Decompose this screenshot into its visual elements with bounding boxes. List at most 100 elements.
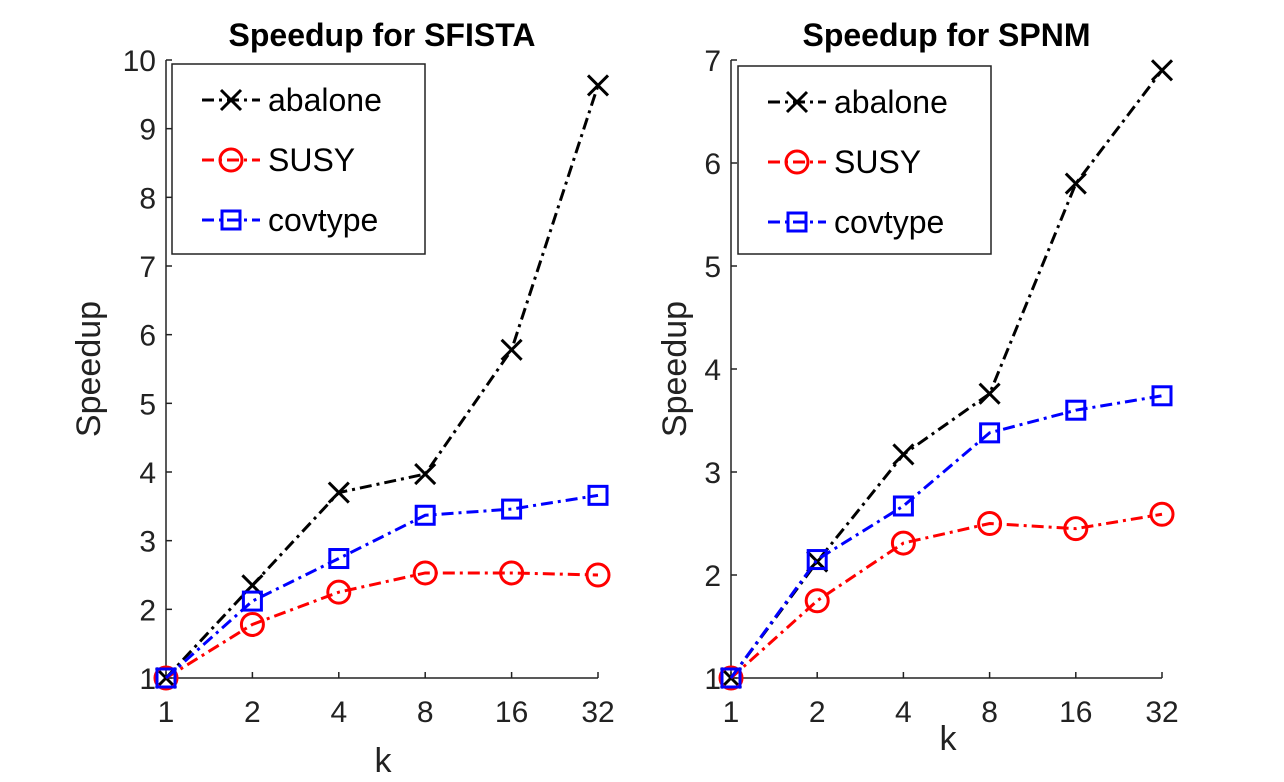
- data-point: [978, 382, 1001, 405]
- data-point: [718, 665, 744, 691]
- data-point: [414, 462, 437, 486]
- legend-box: [171, 63, 426, 255]
- y-tick-label: 7: [139, 251, 156, 284]
- data-point: [586, 74, 610, 97]
- legend-marker: [784, 149, 810, 175]
- y-axis-label: Speedup: [656, 301, 694, 437]
- legend-entry-abalone: abalone: [768, 84, 948, 120]
- data-point: [1149, 501, 1175, 527]
- x-tick-label: 8: [417, 696, 434, 729]
- y-tick-label: 2: [139, 594, 156, 627]
- data-point: [804, 588, 830, 614]
- data-point: [1064, 172, 1087, 195]
- series-line: [729, 69, 1164, 679]
- y-tick-label: 4: [704, 354, 721, 387]
- legend: abalone SUSY covtype: [737, 65, 992, 255]
- data-point: [153, 665, 179, 691]
- x-tick-label: 32: [1145, 696, 1178, 729]
- data-point: [501, 498, 523, 520]
- legend-label: SUSY: [834, 144, 921, 180]
- y-tick-label: 8: [139, 182, 156, 215]
- legend-entry-abalone: abalone: [202, 82, 382, 118]
- data-point: [890, 530, 916, 556]
- series-line: [165, 571, 599, 680]
- x-tick-label: 2: [244, 696, 261, 729]
- series-line: [729, 394, 1163, 679]
- data-point: [326, 579, 352, 605]
- x-tick-label: 1: [158, 696, 175, 729]
- series-covtype: [155, 484, 609, 689]
- legend-entry-susy: SUSY: [202, 142, 355, 178]
- x-tick-label: 1: [723, 696, 740, 729]
- y-tick-label: 5: [139, 388, 156, 421]
- data-point: [155, 667, 177, 689]
- legend-label: covtype: [834, 204, 944, 240]
- legend-label: SUSY: [268, 142, 355, 178]
- data-point: [327, 481, 350, 504]
- x-tick-label: 4: [330, 696, 347, 729]
- data-point: [499, 560, 525, 586]
- chart-sfista: Speedup for SFISTA 1 2 3 4 5 6 7 8 9 10 1 2 4 8 16 32 k Sp…: [70, 17, 615, 780]
- legend-marker: [786, 211, 808, 233]
- data-point: [414, 504, 436, 526]
- legend-marker: [785, 90, 809, 114]
- series-susy: [718, 501, 1175, 691]
- y-tick-label: 9: [139, 114, 156, 147]
- legend-entry-covtype: covtype: [202, 202, 378, 238]
- y-tick-label: 1: [139, 663, 156, 696]
- series-susy: [153, 560, 611, 691]
- legend-label: covtype: [268, 202, 378, 238]
- series-line: [729, 512, 1163, 680]
- y-tick-label: 6: [139, 320, 156, 353]
- y-tick-label: 1: [704, 663, 721, 696]
- legend-label: abalone: [834, 84, 948, 120]
- data-point: [892, 443, 915, 466]
- data-point: [977, 511, 1003, 536]
- data-point: [1065, 399, 1087, 421]
- y-axis-label: Speedup: [70, 301, 108, 437]
- data-point: [1063, 516, 1089, 542]
- data-point: [328, 548, 350, 570]
- series-covtype: [720, 385, 1173, 689]
- x-tick-label: 8: [981, 696, 998, 729]
- data-point: [239, 611, 265, 637]
- data-point: [500, 338, 523, 361]
- legend-marker: [218, 147, 244, 173]
- x-tick-label: 32: [581, 696, 614, 729]
- data-point: [1151, 385, 1173, 407]
- legend-marker: [220, 209, 242, 231]
- y-tick-label: 4: [139, 457, 156, 490]
- x-tick-label: 16: [1059, 696, 1092, 729]
- y-tick-label: 3: [704, 457, 721, 490]
- legend-marker: [219, 88, 243, 112]
- series-line: [164, 84, 600, 680]
- data-point: [979, 422, 1001, 444]
- data-point: [720, 667, 742, 689]
- data-point: [1150, 59, 1174, 82]
- y-tick-label: 5: [704, 251, 721, 284]
- legend-entry-covtype: covtype: [768, 204, 944, 240]
- x-tick-label: 16: [495, 696, 528, 729]
- y-tick-label: 3: [139, 526, 156, 559]
- legend-box: [737, 65, 992, 255]
- data-point: [806, 549, 828, 571]
- legend-entry-susy: SUSY: [768, 144, 921, 180]
- x-axis-label: k: [375, 742, 393, 780]
- x-tick-label: 4: [895, 696, 912, 729]
- y-tick-label: 7: [704, 45, 721, 78]
- data-point: [241, 590, 263, 612]
- x-tick-label: 2: [809, 696, 826, 729]
- y-tick-label: 10: [123, 45, 156, 78]
- data-point: [587, 484, 609, 506]
- y-tick-label: 6: [704, 148, 721, 181]
- data-point: [585, 562, 611, 588]
- y-tick-label: 2: [704, 560, 721, 593]
- legend-label: abalone: [268, 82, 382, 118]
- data-point: [892, 495, 914, 517]
- chart-title: Speedup for SFISTA: [229, 17, 536, 53]
- legend: abalone SUSY covtype: [171, 63, 426, 255]
- series-line: [165, 493, 599, 680]
- chart-title: Speedup for SPNM: [802, 17, 1090, 53]
- chart-spnm: Speedup for SPNM 1 2 3 4 5 6 7 1 2 4 8 16 32 k Speedup a…: [656, 17, 1179, 758]
